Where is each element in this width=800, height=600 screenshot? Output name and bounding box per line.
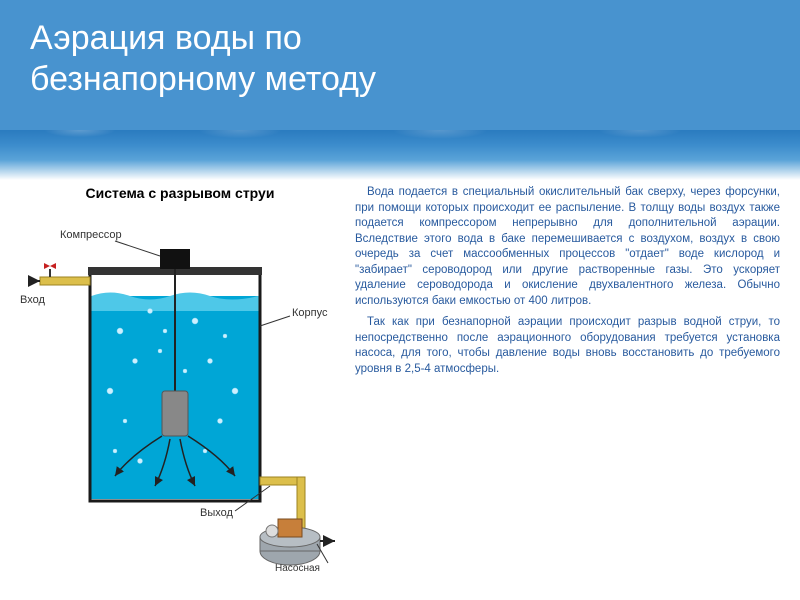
inlet-label: Вход xyxy=(20,294,45,306)
paragraph-2: Так как при безнапорной аэрации происход… xyxy=(355,315,780,377)
slide-title: Аэрация воды по безнапорному методу xyxy=(30,18,770,100)
compressor-label: Компрессор xyxy=(60,229,122,241)
inlet-pipe xyxy=(40,277,90,285)
pump-label-1: Насосная xyxy=(275,563,320,571)
aerator-body xyxy=(162,391,188,436)
slide-body: Система с разрывом струи Компрессор xyxy=(0,180,800,600)
body-label: Корпус xyxy=(292,307,328,319)
paragraph-1: Вода подается в специальный окислительны… xyxy=(355,185,780,309)
diagram-title: Система с разрывом струи xyxy=(86,185,275,201)
description-panel: Вода подается в специальный окислительны… xyxy=(355,180,780,585)
inlet-valve-icon xyxy=(44,263,56,277)
slide-header: Аэрация воды по безнапорному методу xyxy=(0,0,800,130)
pump-station-icon xyxy=(260,519,320,565)
title-line-2: безнапорному методу xyxy=(30,60,376,98)
compressor-leader xyxy=(115,241,160,256)
outlet-label: Выход xyxy=(200,507,233,519)
diagram-panel: Система с разрывом струи Компрессор xyxy=(20,180,340,585)
compressor-box xyxy=(160,249,190,269)
wave-decoration xyxy=(0,130,800,180)
aeration-diagram: Компрессор xyxy=(20,211,340,571)
title-line-1: Аэрация воды по xyxy=(30,19,302,57)
body-leader xyxy=(260,316,290,326)
